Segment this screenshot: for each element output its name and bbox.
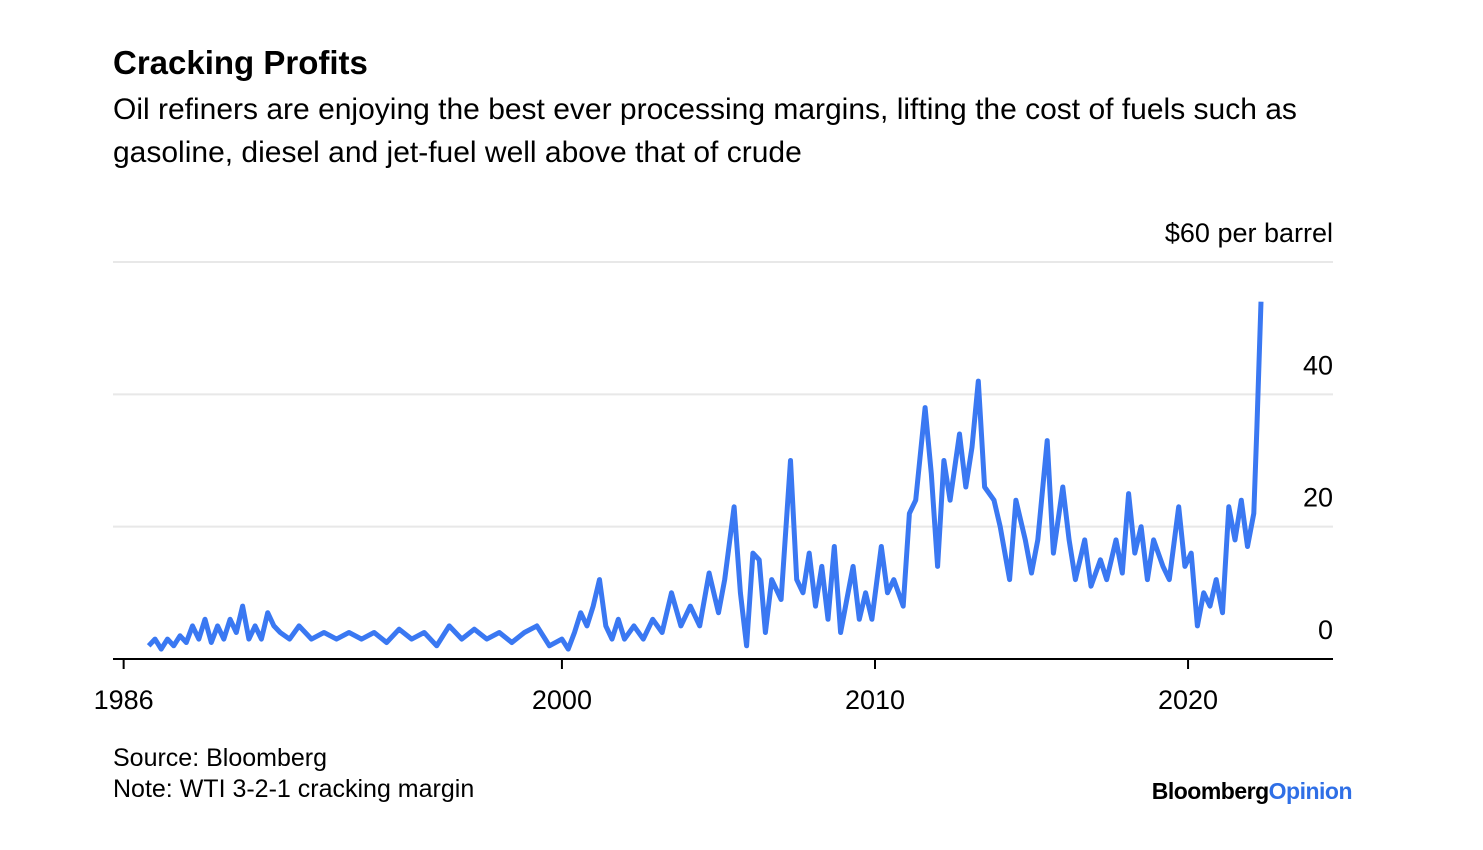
source: Source: Bloomberg — [113, 744, 328, 772]
logo: BloombergOpinion — [1151, 778, 1353, 805]
x-tick-label: 1986 — [94, 685, 154, 715]
chart-subtitle: Oil refiners are enjoying the best ever … — [113, 93, 1297, 169]
y-tick-label: $60 per barrel — [1165, 218, 1333, 248]
note: Note: WTI 3-2-1 cracking margin — [113, 775, 475, 803]
y-tick-label: 40 — [1303, 350, 1333, 380]
chart-title: Cracking Profits — [113, 44, 368, 81]
y-tick-label: 20 — [1303, 483, 1333, 513]
y-tick-label: 0 — [1318, 615, 1333, 645]
x-tick-label: 2010 — [845, 685, 905, 715]
logo-main: Bloomberg — [1151, 778, 1269, 804]
logo-accent: Opinion — [1268, 778, 1353, 804]
x-tick-label: 2000 — [532, 685, 592, 715]
data-line — [146, 301, 1264, 652]
x-tick-label: 2020 — [1158, 685, 1218, 715]
